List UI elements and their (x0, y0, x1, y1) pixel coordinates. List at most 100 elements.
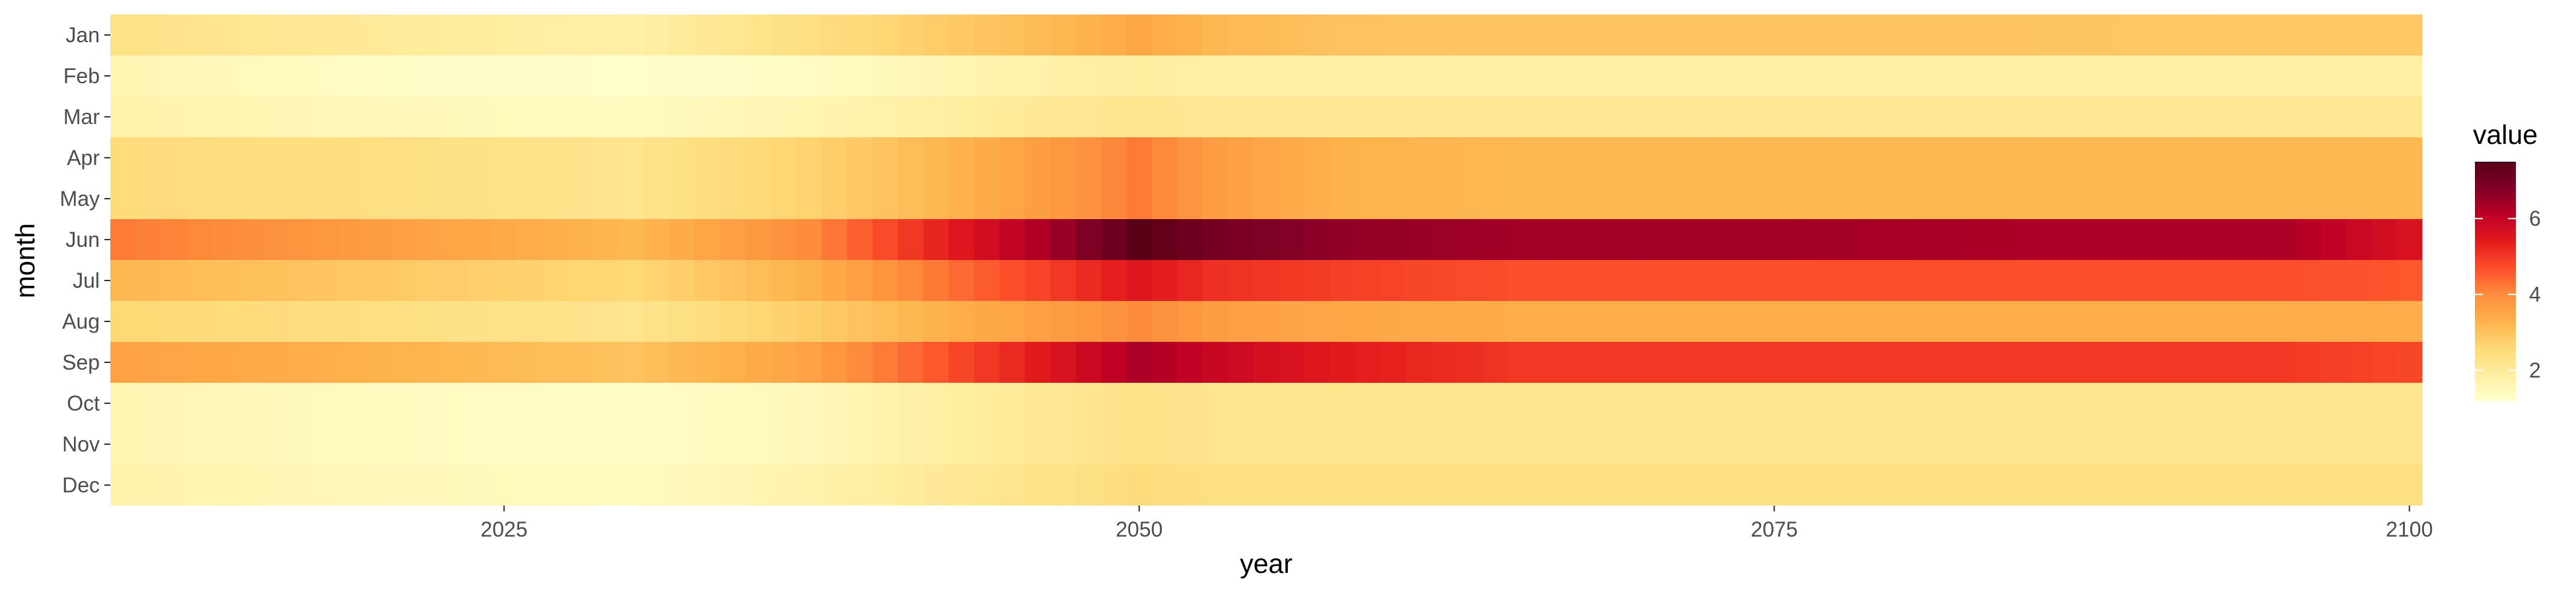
heatmap-cell (1736, 178, 1762, 219)
heatmap-cell (796, 424, 822, 465)
heatmap-cell (1863, 96, 1889, 137)
heatmap-cell (1787, 137, 1813, 178)
heatmap-cell (1406, 55, 1432, 96)
heatmap-cell (1736, 15, 1762, 55)
heatmap-cell (1482, 96, 1508, 137)
heatmap-cell (643, 342, 670, 383)
heatmap-cell (720, 465, 746, 506)
heatmap-cell (974, 137, 1000, 178)
heatmap-cell (1050, 178, 1077, 219)
heatmap-cell (821, 96, 847, 137)
heatmap-cell (923, 301, 949, 342)
heatmap-cell (2066, 15, 2093, 55)
heatmap-cell (2219, 301, 2245, 342)
heatmap-cell (618, 260, 645, 301)
heatmap-cell (1228, 219, 1254, 260)
heatmap-cell (364, 383, 390, 424)
heatmap-cell (2295, 96, 2321, 137)
heatmap-cell (1990, 383, 2017, 424)
heatmap-cell (2219, 383, 2245, 424)
heatmap-cell (1482, 424, 1508, 465)
heatmap-cell (466, 137, 492, 178)
heatmap-cell (1888, 465, 1915, 506)
heatmap-cell (2295, 219, 2321, 260)
heatmap-cell (2270, 137, 2296, 178)
heatmap-cell (771, 465, 797, 506)
heatmap-cell (1660, 342, 1686, 383)
heatmap-cell (1762, 15, 1788, 55)
heatmap-cell (491, 219, 517, 260)
heatmap-cell (2345, 96, 2372, 137)
heatmap-cell (1532, 96, 1559, 137)
heatmap-cell (1177, 178, 1203, 219)
heatmap-cell (948, 55, 975, 96)
heatmap-cell (771, 96, 797, 137)
heatmap-cell (898, 219, 924, 260)
heatmap-cell (1202, 55, 1229, 96)
heatmap-cell (2396, 178, 2423, 219)
heatmap-cell (1634, 383, 1661, 424)
heatmap-cell (161, 424, 187, 465)
heatmap-cell (1202, 219, 1229, 260)
heatmap-cell (135, 342, 162, 383)
heatmap-cell (1609, 15, 1635, 55)
heatmap-cell (1609, 55, 1635, 96)
heatmap-cell (2345, 137, 2372, 178)
heatmap-cell (2066, 465, 2093, 506)
heatmap-cell (2244, 178, 2270, 219)
heatmap-cell (2345, 260, 2372, 301)
heatmap-cell (1101, 260, 1127, 301)
heatmap-cell (567, 424, 594, 465)
heatmap-cell (1685, 219, 1711, 260)
heatmap-cell (643, 137, 670, 178)
heatmap-cell (110, 465, 137, 506)
heatmap-cell (1177, 465, 1203, 506)
heatmap-cell (872, 465, 898, 506)
heatmap-cell (1202, 137, 1229, 178)
heatmap-cell (2270, 15, 2296, 55)
heatmap-cell (2168, 465, 2194, 506)
heatmap-cell (1812, 219, 1838, 260)
heatmap-cell (1838, 96, 1864, 137)
heatmap-cell (2066, 178, 2093, 219)
heatmap-cell (288, 260, 314, 301)
heatmap-cell (441, 96, 467, 137)
heatmap-cell (2066, 96, 2093, 137)
heatmap-cell (2041, 15, 2067, 55)
heatmap-cell (339, 260, 365, 301)
heatmap-cell (1964, 424, 1991, 465)
heatmap-cell (2320, 55, 2347, 96)
heatmap-cell (1253, 424, 1279, 465)
heatmap-cell (592, 301, 619, 342)
heatmap-cell (2244, 55, 2270, 96)
y-tick-label: Oct (67, 391, 100, 415)
heatmap-cell (1787, 178, 1813, 219)
heatmap-cell (262, 55, 289, 96)
heatmap-cell (1939, 465, 1966, 506)
heatmap-cell (1380, 219, 1407, 260)
heatmap-cell (110, 15, 137, 55)
heatmap-cell (390, 342, 416, 383)
heatmap-cell (2092, 260, 2118, 301)
heatmap-cell (1126, 424, 1153, 465)
heatmap-cell (1050, 383, 1077, 424)
heatmap-cell (745, 342, 771, 383)
heatmap-cell (364, 178, 390, 219)
heatmap-cell (694, 424, 721, 465)
heatmap-cell (796, 260, 822, 301)
heatmap-cell (1863, 301, 1889, 342)
heatmap-cell (1177, 342, 1203, 383)
heatmap-cell (161, 383, 187, 424)
heatmap-cell (2015, 219, 2042, 260)
heatmap-cell (745, 137, 771, 178)
heatmap-cell (1838, 219, 1864, 260)
heatmap-cell (1863, 383, 1889, 424)
heatmap-cell (2193, 55, 2219, 96)
heatmap-cell (542, 55, 568, 96)
heatmap-cell (339, 96, 365, 137)
heatmap-cell (2371, 260, 2398, 301)
heatmap-cell (1253, 137, 1279, 178)
heatmap-cell (1888, 424, 1915, 465)
heatmap-cell (1558, 137, 1585, 178)
heatmap-cell (1126, 219, 1153, 260)
